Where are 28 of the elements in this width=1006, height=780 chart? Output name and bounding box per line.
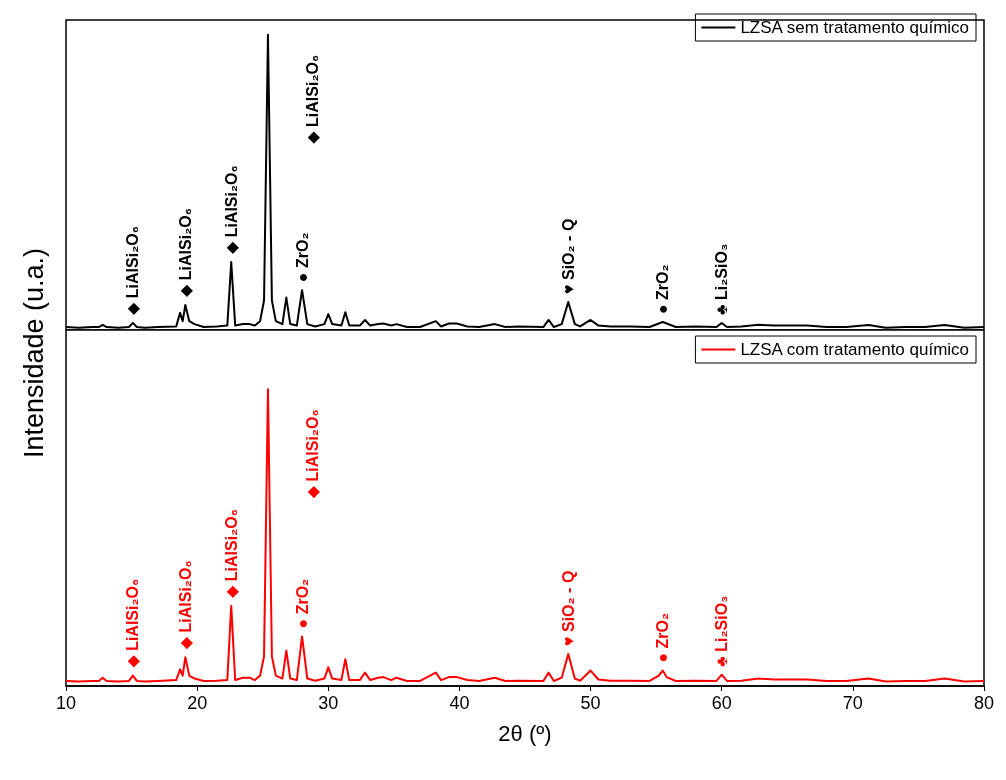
x-tick-label: 30 <box>318 693 339 713</box>
x-tick-label: 20 <box>187 693 208 713</box>
x-tick-label: 40 <box>449 693 470 713</box>
x-tick-label: 70 <box>842 693 863 713</box>
x-tick-label: 60 <box>711 693 732 713</box>
legend-label: LZSA com tratamento químico <box>740 340 970 359</box>
x-axis-title: 2θ (º) <box>498 720 552 746</box>
legend-label: LZSA sem tratamento químico <box>740 18 970 37</box>
annotation: ● ZrO₂ <box>654 264 672 315</box>
annotation: ♣ Li₂SiO₃ <box>713 595 731 667</box>
annotation: ◆ LiAlSi₂O₆ <box>124 226 142 315</box>
annotation: ◆ LiAlSi₂O₆ <box>124 578 142 668</box>
x-tick-label: 10 <box>55 693 77 713</box>
annotation: ♥ SiO₂ - Q <box>559 570 577 646</box>
x-tick-label: 50 <box>580 693 601 713</box>
x-tick-label: 80 <box>973 693 995 713</box>
annotation: ♣ Li₂SiO₃ <box>713 243 731 315</box>
annotation: ◆ LiAlSi₂O₆ <box>176 560 194 650</box>
y-axis-title: Intensidade (u.a.) <box>18 247 50 459</box>
annotation: ● ZrO₂ <box>293 232 311 283</box>
annotation: ◆ LiAlSi₂O₆ <box>222 165 240 255</box>
annotation: ● ZrO₂ <box>654 612 672 663</box>
annotation: ● ZrO₂ <box>293 578 311 629</box>
annotation: ◆ LiAlSi₂O₆ <box>304 54 322 144</box>
annotation: ◆ LiAlSi₂O₆ <box>222 508 240 598</box>
annotation: ◆ LiAlSi₂O₆ <box>176 208 194 297</box>
annotation: ♥ SiO₂ - Q <box>559 218 577 294</box>
annotation: ◆ LiAlSi₂O₆ <box>304 409 322 499</box>
